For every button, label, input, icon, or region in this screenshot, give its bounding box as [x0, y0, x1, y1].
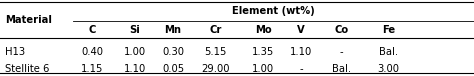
Text: H13: H13 [5, 47, 25, 57]
Text: Co: Co [334, 25, 348, 35]
Text: 0.40: 0.40 [82, 47, 103, 57]
Text: 1.15: 1.15 [81, 64, 104, 74]
Text: Bal.: Bal. [332, 64, 351, 74]
Text: -: - [299, 64, 303, 74]
Text: 1.35: 1.35 [252, 47, 274, 57]
Text: Fe: Fe [382, 25, 395, 35]
Text: Bal.: Bal. [379, 47, 398, 57]
Text: Si: Si [130, 25, 140, 35]
Text: 1.10: 1.10 [290, 47, 312, 57]
Text: -: - [339, 47, 343, 57]
Text: Mo: Mo [255, 25, 272, 35]
Text: C: C [89, 25, 96, 35]
Text: 3.00: 3.00 [378, 64, 400, 74]
Text: 1.00: 1.00 [252, 64, 274, 74]
Text: Cr: Cr [210, 25, 222, 35]
Text: 1.00: 1.00 [124, 47, 146, 57]
Text: 0.05: 0.05 [162, 64, 184, 74]
Text: V: V [297, 25, 305, 35]
Text: 29.00: 29.00 [201, 64, 230, 74]
Text: Element (wt%): Element (wt%) [232, 6, 315, 16]
Text: 5.15: 5.15 [204, 47, 227, 57]
Text: Mn: Mn [164, 25, 182, 35]
Text: 0.30: 0.30 [162, 47, 184, 57]
Text: Stellite 6: Stellite 6 [5, 64, 49, 74]
Text: Material: Material [5, 15, 52, 25]
Text: 1.10: 1.10 [124, 64, 146, 74]
